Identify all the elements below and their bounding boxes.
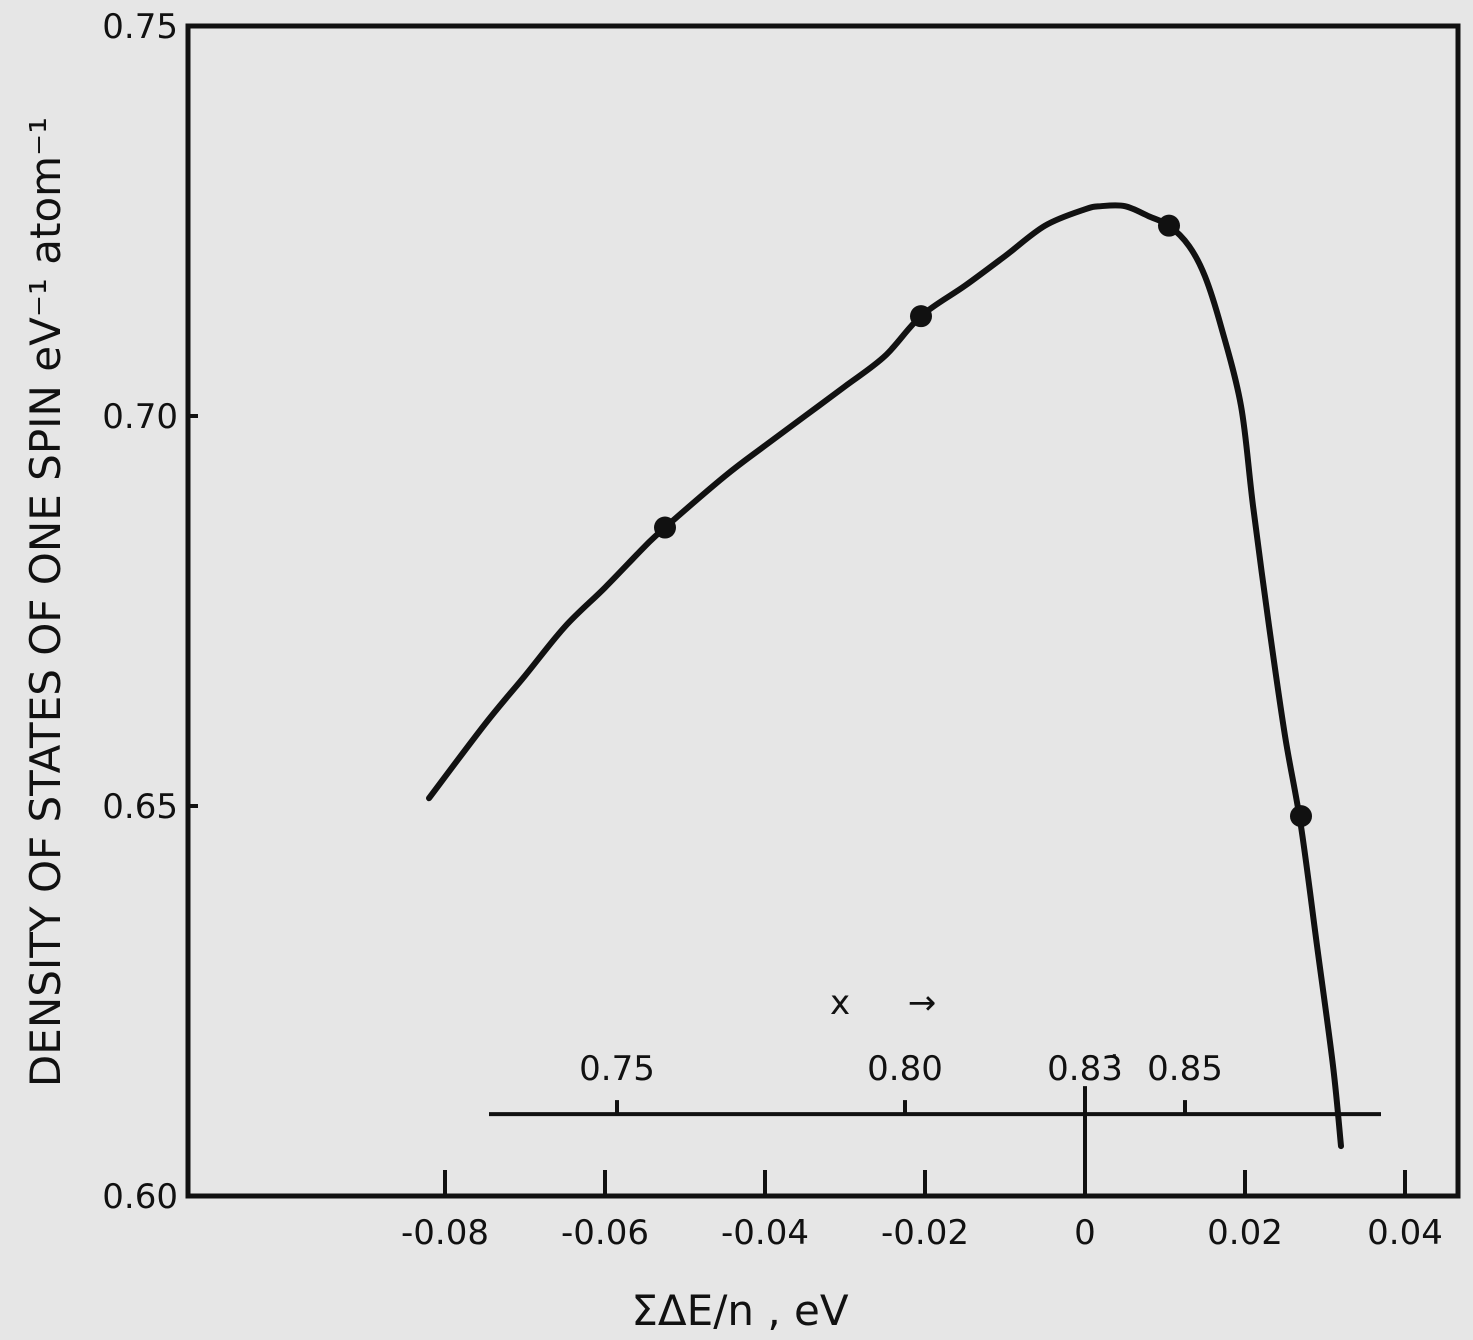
y-tick-label: 0.60 [102, 1177, 178, 1217]
secondary-axis-tick-label: 0.75 [579, 1049, 655, 1089]
secondary-axis: 0.75 0.80 0.83̇ 0.85 x → [489, 983, 1381, 1196]
plot-frame [185, 23, 1461, 1199]
x-tick-label: -0.04 [721, 1213, 809, 1253]
secondary-axis-label: x [830, 983, 850, 1023]
x-tick-label: -0.08 [401, 1213, 489, 1253]
x-tick-label: -0.06 [561, 1213, 649, 1253]
y-tick-label: 0.65 [102, 787, 178, 827]
secondary-axis-tick-label: 0.85 [1147, 1049, 1223, 1089]
points-layer [654, 214, 1312, 828]
data-point [1290, 805, 1312, 828]
secondary-axis-tick-label: 0.83̇ [1047, 1049, 1123, 1089]
x-tick-label: 0.04 [1367, 1213, 1443, 1253]
data-point [654, 516, 676, 539]
data-point [1158, 214, 1180, 237]
x-tick-label: 0 [1074, 1213, 1096, 1253]
x-axis-title: ΣΔE/n , eV [631, 1286, 848, 1335]
y-tick-label: 0.70 [102, 397, 178, 437]
y-tick-label: 0.75 [102, 7, 178, 47]
data-point [910, 305, 932, 328]
data-curve [426, 202, 1344, 1150]
secondary-axis-arrow: → [908, 983, 937, 1023]
y-axis-title: DENSITY OF STATES OF ONE SPIN eV⁻¹ atom⁻… [21, 117, 70, 1087]
curve-layer [426, 202, 1344, 1150]
axes: -0.08 -0.06 -0.04 -0.02 0 0.02 0.04 0.60 0.65 0.7… [102, 7, 1461, 1253]
x-tick-label: 0.02 [1207, 1213, 1283, 1253]
secondary-axis-tick-label: 0.80 [867, 1049, 943, 1089]
x-tick-label: -0.02 [881, 1213, 969, 1253]
